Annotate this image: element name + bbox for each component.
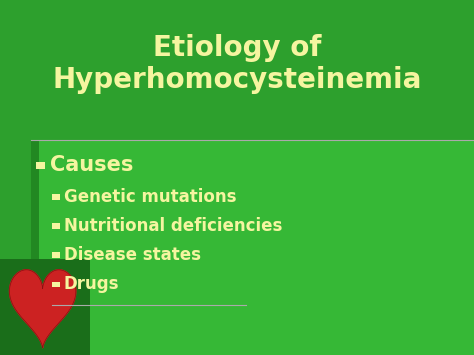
Text: Causes: Causes bbox=[50, 155, 133, 175]
Text: Disease states: Disease states bbox=[64, 246, 201, 264]
Text: Genetic mutations: Genetic mutations bbox=[64, 188, 237, 206]
Bar bbox=[31, 140, 39, 355]
Bar bbox=[0, 259, 90, 355]
Text: Etiology of
Hyperhomocysteinemia: Etiology of Hyperhomocysteinemia bbox=[52, 34, 422, 94]
Bar bbox=[39, 140, 474, 355]
Bar bbox=[52, 282, 60, 287]
Bar bbox=[52, 223, 60, 229]
Polygon shape bbox=[9, 270, 76, 348]
Text: Drugs: Drugs bbox=[64, 275, 119, 293]
Text: Nutritional deficiencies: Nutritional deficiencies bbox=[64, 217, 283, 235]
Bar bbox=[52, 252, 60, 258]
Bar bbox=[36, 162, 45, 169]
Bar bbox=[52, 194, 60, 200]
